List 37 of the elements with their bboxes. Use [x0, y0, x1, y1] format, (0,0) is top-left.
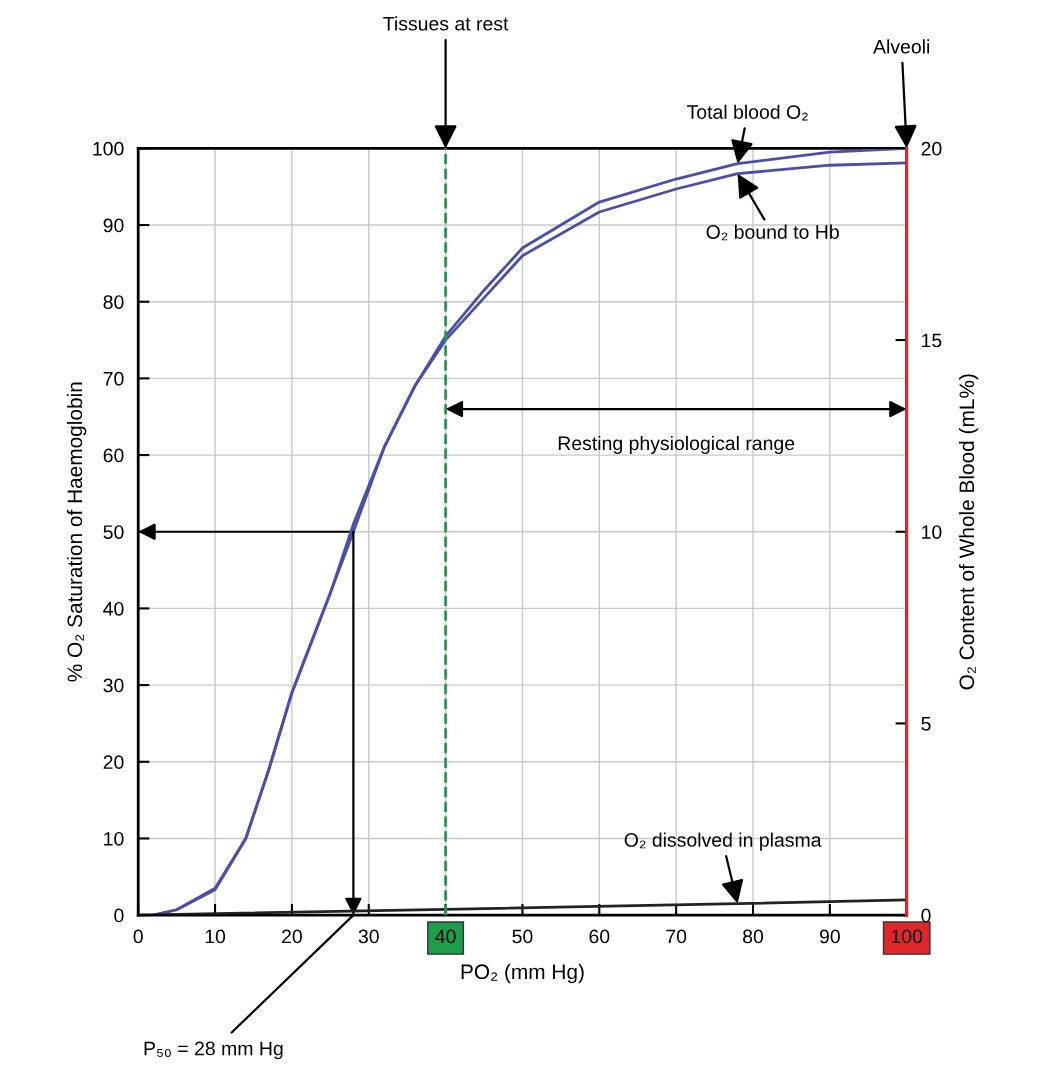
annotation: Total blood O₂: [687, 104, 808, 121]
x-tick-label: 80: [743, 929, 764, 944]
y-tick-label: 60: [103, 448, 124, 463]
y-tick-label: 100: [93, 141, 124, 156]
x-tick-label: 100: [891, 929, 923, 944]
annotation: Resting physiological range: [558, 435, 795, 455]
x-tick-label: 70: [666, 929, 687, 944]
y2-axis-title: O₂ Content of Whole Blood (mL%): [958, 374, 979, 690]
x-tick-label: 50: [512, 929, 533, 944]
y-tick-label: 10: [104, 831, 124, 846]
y-tick-label: 0: [114, 908, 124, 923]
y-tick-label: 50: [103, 525, 124, 539]
x-tick-label: 90: [819, 929, 840, 944]
annotation: O₂ dissolved in plasma: [624, 832, 822, 851]
x-tick-label: 10: [205, 929, 226, 944]
x-axis-title: PO₂ (mm Hg): [461, 963, 584, 984]
annotation: P₅₀ = 28 mm Hg: [144, 1041, 283, 1060]
y-tick-label: 40: [103, 601, 124, 616]
y2-tick-label: 0: [921, 908, 931, 923]
x-tick-label: 40: [435, 929, 456, 944]
y-axis-title: % O₂ Saturation of Haemoglobin: [66, 382, 87, 682]
y2-tick-label: 15: [922, 333, 942, 348]
y2-tick-label: 10: [922, 525, 942, 539]
x-tick-label: 30: [358, 929, 379, 944]
annotation: Tissues at rest: [383, 16, 509, 31]
x-tick-label: 60: [589, 929, 610, 944]
y-tick-label: 70: [103, 371, 124, 386]
x-tick-label: 0: [133, 929, 143, 944]
y2-tick-label: 20: [921, 141, 942, 156]
y-tick-label: 80: [103, 295, 124, 309]
annotation: Alveoli: [873, 39, 930, 54]
annotation: O₂ bound to Hb: [706, 224, 839, 241]
y-tick-label: 30: [103, 678, 124, 693]
x-tick-label: 20: [282, 929, 302, 944]
y-tick-label: 20: [103, 755, 124, 770]
y-tick-label: 90: [103, 218, 124, 233]
y2-tick-label: 5: [921, 717, 931, 731]
